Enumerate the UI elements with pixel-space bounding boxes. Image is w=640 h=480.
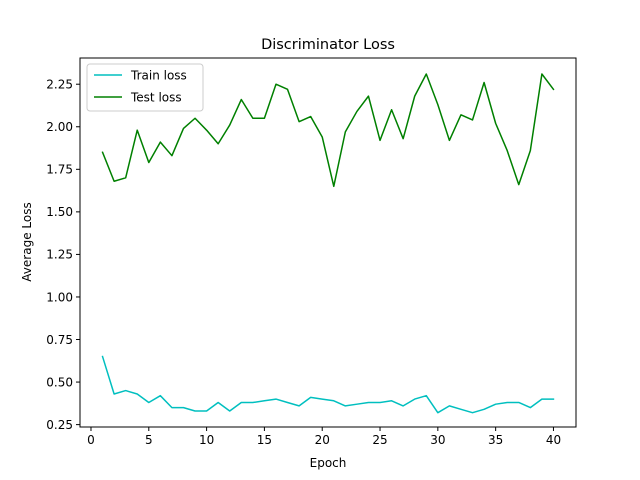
x-tick-label: 40 [546,433,561,447]
legend-label-train-loss: Train loss [130,69,187,83]
y-tick-label: 0.25 [46,418,73,432]
legend: Train loss Test loss [86,63,204,112]
y-axis-label: Average Loss [20,202,34,281]
series-line-train-loss [101,355,555,414]
plot-frame [79,57,577,428]
x-tick-label: 35 [488,433,503,447]
series-line-test-loss [101,73,555,188]
x-tick-label: 30 [430,433,445,447]
x-tick-label: 15 [257,433,272,447]
series-layer [101,73,555,414]
x-axis-label: Epoch [310,456,347,470]
y-tick-label: 1.00 [46,290,73,304]
y-tick-label: 1.25 [46,248,73,262]
x-tick-label: 10 [199,433,214,447]
y-tick-label: 1.75 [46,163,73,177]
chart-title: Discriminator Loss [261,37,395,53]
y-tick-label: 2.00 [46,120,73,134]
x-axis: 0 5 10 15 20 25 30 35 40 [87,427,561,447]
legend-label-test-loss: Test loss [130,91,182,105]
x-tick-label: 5 [145,433,153,447]
x-tick-label: 0 [87,433,95,447]
x-tick-label: 20 [315,433,330,447]
y-tick-label: 2.25 [46,78,73,92]
y-tick-label: 0.50 [46,375,73,389]
x-tick-label: 25 [372,433,387,447]
y-axis: 0.25 0.50 0.75 1.00 1.25 1.50 1.75 2.00 2.25 [46,78,80,432]
y-tick-label: 1.50 [46,205,73,219]
y-tick-label: 0.75 [46,333,73,347]
